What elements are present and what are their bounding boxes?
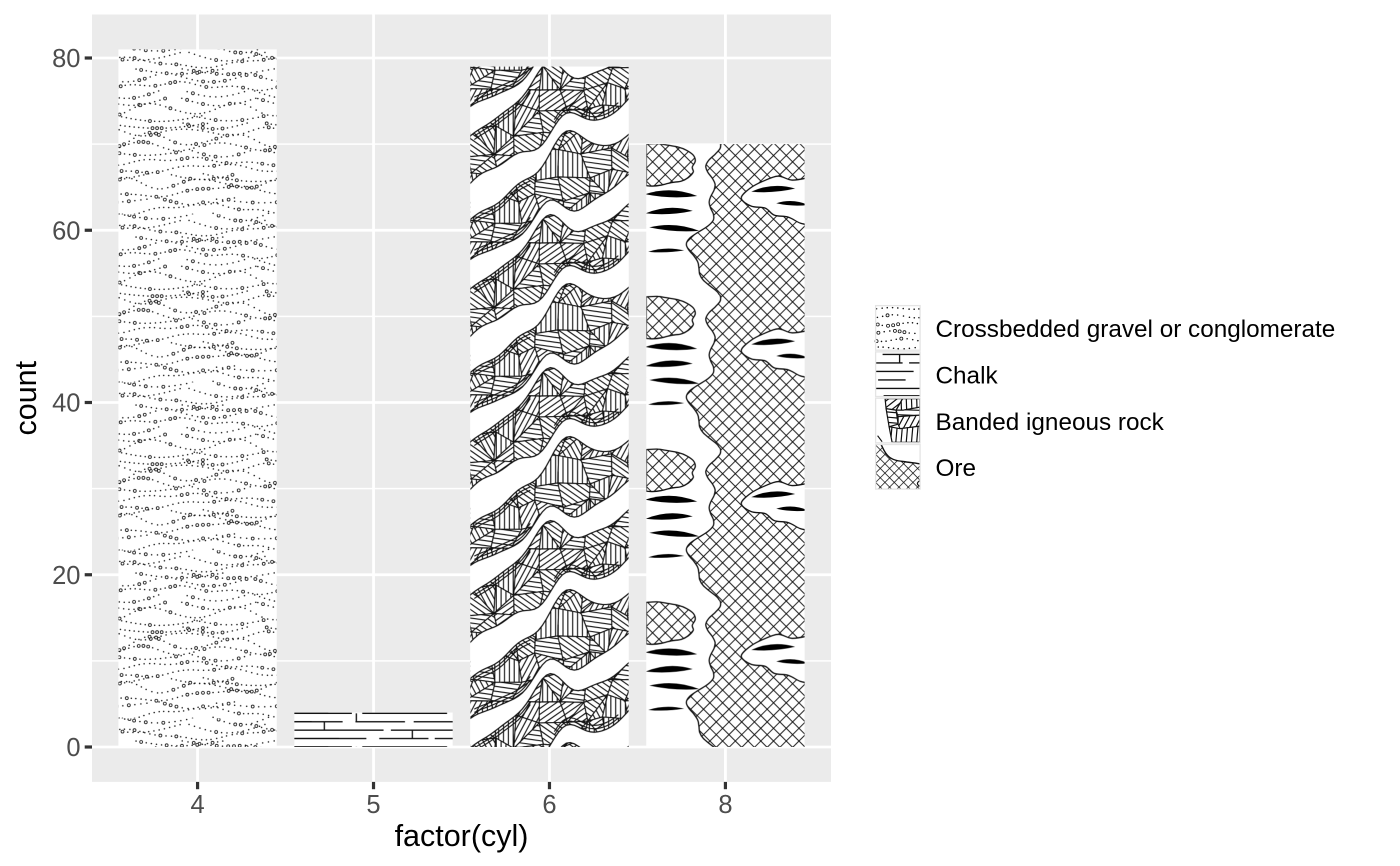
svg-text:6: 6 — [542, 791, 556, 819]
svg-text:count: count — [9, 360, 43, 435]
svg-text:80: 80 — [52, 45, 80, 73]
svg-text:Ore: Ore — [936, 455, 977, 482]
svg-text:8: 8 — [718, 791, 732, 819]
svg-text:Chalk: Chalk — [936, 363, 999, 390]
svg-text:60: 60 — [52, 217, 80, 245]
svg-text:5: 5 — [366, 791, 380, 819]
svg-text:20: 20 — [52, 562, 80, 590]
svg-text:4: 4 — [190, 791, 204, 819]
svg-text:Crossbedded gravel or conglome: Crossbedded gravel or conglomerate — [936, 316, 1336, 343]
svg-text:factor(cyl): factor(cyl) — [395, 819, 529, 853]
svg-text:Banded igneous rock: Banded igneous rock — [936, 409, 1165, 436]
svg-text:40: 40 — [52, 390, 80, 418]
svg-text:0: 0 — [66, 734, 80, 762]
